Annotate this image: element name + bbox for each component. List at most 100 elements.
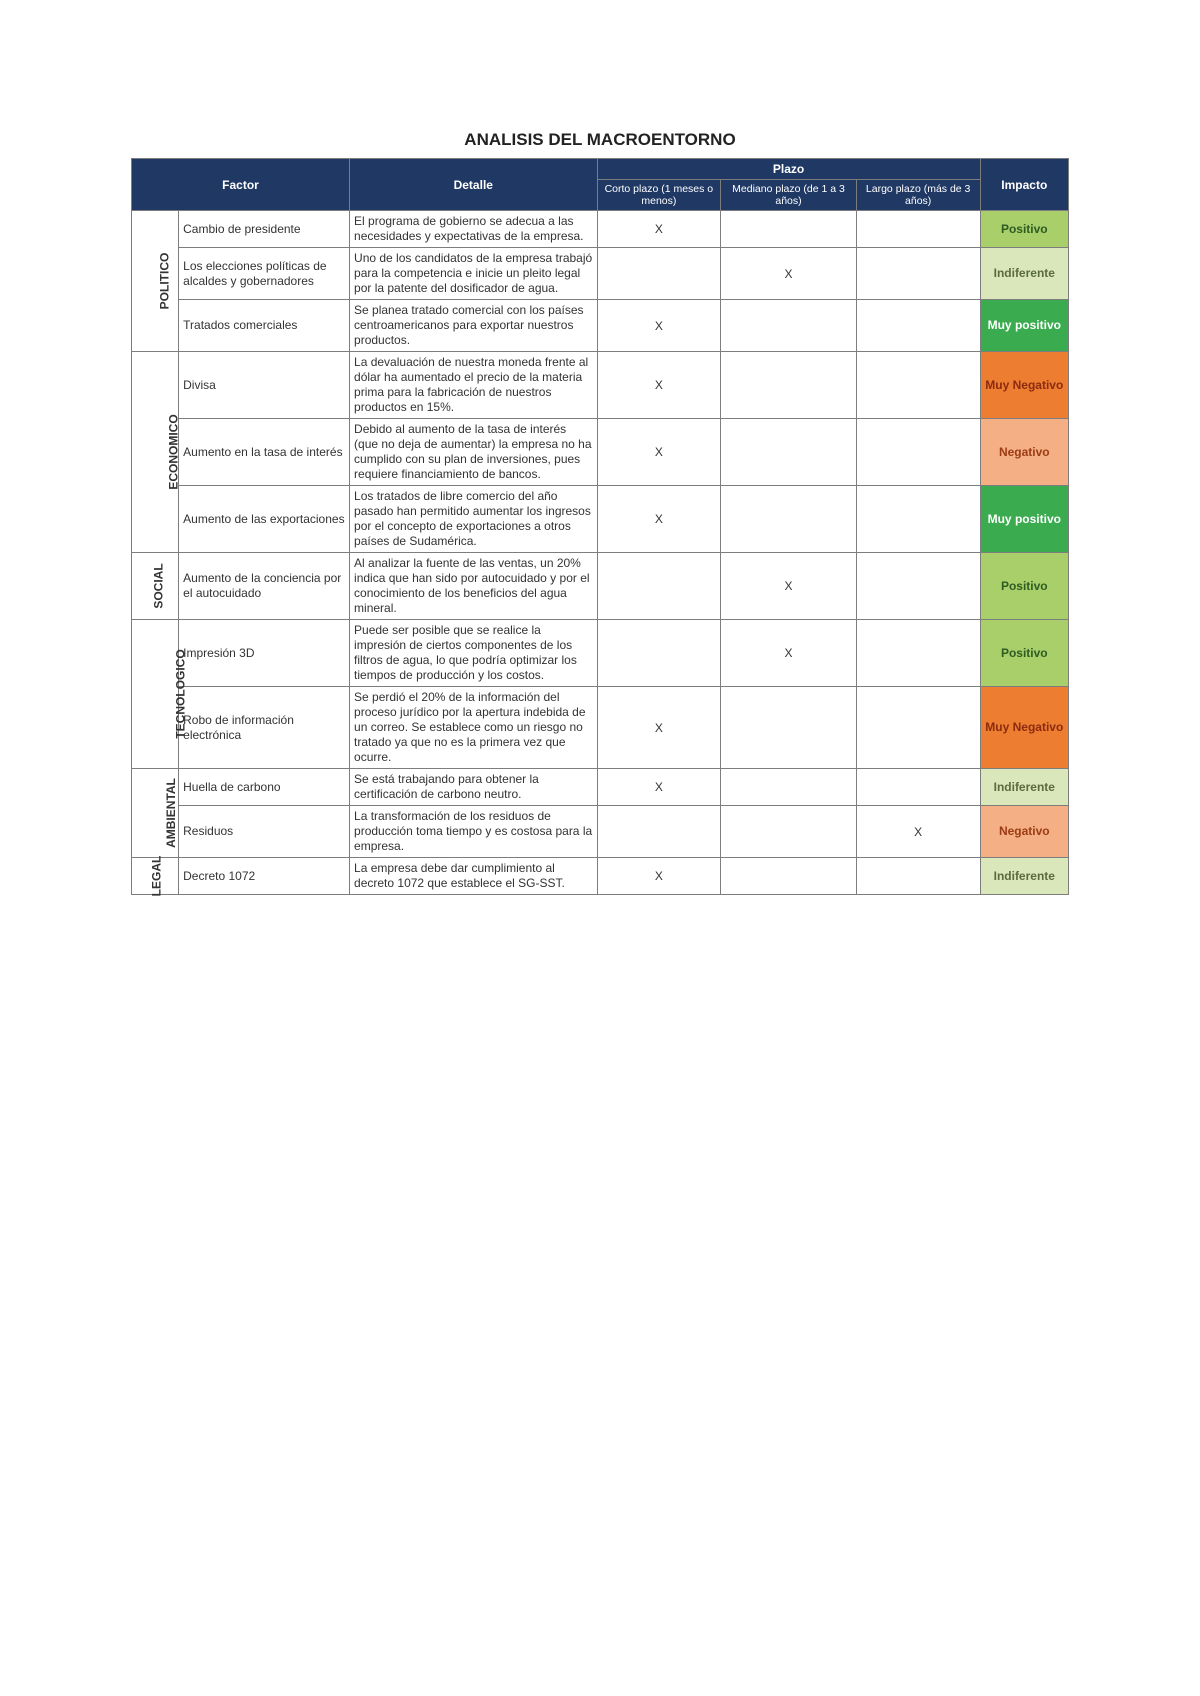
category-label: LEGAL — [149, 856, 163, 897]
detalle-cell: Los tratados de libre comercio del año p… — [350, 486, 597, 553]
detalle-cell: Puede ser posible que se realice la impr… — [350, 620, 597, 687]
table-row: SOCIAL Aumento de la conciencia por el au… — [132, 553, 1069, 620]
plazo-mediano: X — [721, 620, 857, 687]
plazo-mediano — [721, 419, 857, 486]
plazo-largo — [856, 300, 980, 352]
factor-cell: Tratados comerciales — [179, 300, 350, 352]
table-row: Tratados comercialesSe planea tratado co… — [132, 300, 1069, 352]
category-label: TECNOLOGICO — [174, 649, 188, 738]
factor-cell: Impresión 3D — [179, 620, 350, 687]
factor-cell: Huella de carbono — [179, 769, 350, 806]
detalle-cell: Se planea tratado comercial con los país… — [350, 300, 597, 352]
header-factor: Factor — [132, 159, 350, 211]
plazo-largo — [856, 486, 980, 553]
detalle-cell: La transformación de los residuos de pro… — [350, 806, 597, 858]
plazo-mediano — [721, 806, 857, 858]
impact-cell: Positivo — [980, 620, 1068, 687]
impact-cell: Muy Negativo — [980, 352, 1068, 419]
document-page: ANALISIS DEL MACROENTORNO Factor Detalle… — [0, 0, 1200, 1696]
factor-cell: Aumento en la tasa de interés — [179, 419, 350, 486]
plazo-corto: X — [597, 211, 721, 248]
category-cell: POLITICO — [132, 211, 179, 352]
plazo-mediano: X — [721, 248, 857, 300]
detalle-cell: Se perdió el 20% de la información del p… — [350, 687, 597, 769]
detalle-cell: La empresa debe dar cumplimiento al decr… — [350, 858, 597, 895]
plazo-mediano — [721, 858, 857, 895]
plazo-mediano — [721, 769, 857, 806]
detalle-cell: La devaluación de nuestra moneda frente … — [350, 352, 597, 419]
plazo-largo: X — [856, 806, 980, 858]
plazo-mediano — [721, 211, 857, 248]
impact-cell: Negativo — [980, 806, 1068, 858]
impact-cell: Muy positivo — [980, 486, 1068, 553]
category-label: AMBIENTAL — [164, 778, 178, 848]
category-label: POLITICO — [157, 253, 171, 310]
table-row: Los elecciones políticas de alcaldes y g… — [132, 248, 1069, 300]
detalle-cell: Se está trabajando para obtener la certi… — [350, 769, 597, 806]
detalle-cell: El programa de gobierno se adecua a las … — [350, 211, 597, 248]
header-plazo: Plazo — [597, 159, 980, 180]
plazo-corto: X — [597, 419, 721, 486]
category-cell: LEGAL — [132, 858, 179, 895]
plazo-corto: X — [597, 687, 721, 769]
table-row: ECONOMICODivisaLa devaluación de nuestra… — [132, 352, 1069, 419]
impact-cell: Indiferente — [980, 858, 1068, 895]
category-cell: ECONOMICO — [132, 352, 179, 553]
header-impacto: Impacto — [980, 159, 1068, 211]
header-detalle: Detalle — [350, 159, 597, 211]
table-row: Robo de información electrónicaSe perdió… — [132, 687, 1069, 769]
impact-cell: Positivo — [980, 211, 1068, 248]
factor-cell: Divisa — [179, 352, 350, 419]
table-row: Aumento en la tasa de interésDebido al a… — [132, 419, 1069, 486]
plazo-mediano — [721, 486, 857, 553]
plazo-mediano — [721, 687, 857, 769]
table-row: TECNOLOGICOImpresión 3DPuede ser posible… — [132, 620, 1069, 687]
plazo-mediano — [721, 300, 857, 352]
detalle-cell: Debido al aumento de la tasa de interés … — [350, 419, 597, 486]
plazo-largo — [856, 620, 980, 687]
factor-cell: Aumento de las exportaciones — [179, 486, 350, 553]
detalle-cell: Al analizar la fuente de las ventas, un … — [350, 553, 597, 620]
category-cell: TECNOLOGICO — [132, 620, 179, 769]
category-label: SOCIAL — [152, 563, 166, 608]
table-body: POLITICO Cambio de presidenteEl programa … — [132, 211, 1069, 895]
plazo-largo — [856, 553, 980, 620]
factor-cell: Los elecciones políticas de alcaldes y g… — [179, 248, 350, 300]
plazo-corto — [597, 806, 721, 858]
plazo-largo — [856, 769, 980, 806]
table-row: POLITICOCambio de presidenteEl programa … — [132, 211, 1069, 248]
plazo-corto — [597, 248, 721, 300]
header-corto: Corto plazo (1 meses o menos) — [597, 180, 721, 211]
plazo-largo — [856, 211, 980, 248]
page-title: ANALISIS DEL MACROENTORNO — [0, 130, 1200, 150]
pestel-table: Factor Detalle Plazo Impacto Corto plazo… — [131, 158, 1069, 895]
category-cell: AMBIENTAL — [132, 769, 179, 858]
plazo-largo — [856, 352, 980, 419]
plazo-corto: X — [597, 352, 721, 419]
plazo-largo — [856, 687, 980, 769]
table-row: Aumento de las exportacionesLos tratados… — [132, 486, 1069, 553]
table-row: AMBIENTALHuella de carbonoSe está trabaj… — [132, 769, 1069, 806]
plazo-corto — [597, 553, 721, 620]
category-cell: SOCIAL — [132, 553, 179, 620]
impact-cell: Indiferente — [980, 248, 1068, 300]
impact-cell: Positivo — [980, 553, 1068, 620]
plazo-corto: X — [597, 858, 721, 895]
factor-cell: Aumento de la conciencia por el autocuid… — [179, 553, 350, 620]
plazo-mediano: X — [721, 553, 857, 620]
category-label: ECONOMICO — [167, 414, 181, 489]
impact-cell: Muy Negativo — [980, 687, 1068, 769]
factor-cell: Robo de información electrónica — [179, 687, 350, 769]
factor-cell: Residuos — [179, 806, 350, 858]
plazo-corto: X — [597, 300, 721, 352]
factor-cell: Decreto 1072 — [179, 858, 350, 895]
plazo-largo — [856, 248, 980, 300]
plazo-corto — [597, 620, 721, 687]
impact-cell: Negativo — [980, 419, 1068, 486]
plazo-corto: X — [597, 486, 721, 553]
plazo-largo — [856, 419, 980, 486]
table-row: LEGAL Decreto 1072La empresa debe dar cum… — [132, 858, 1069, 895]
table-header: Factor Detalle Plazo Impacto Corto plazo… — [132, 159, 1069, 211]
impact-cell: Indiferente — [980, 769, 1068, 806]
factor-cell: Cambio de presidente — [179, 211, 350, 248]
